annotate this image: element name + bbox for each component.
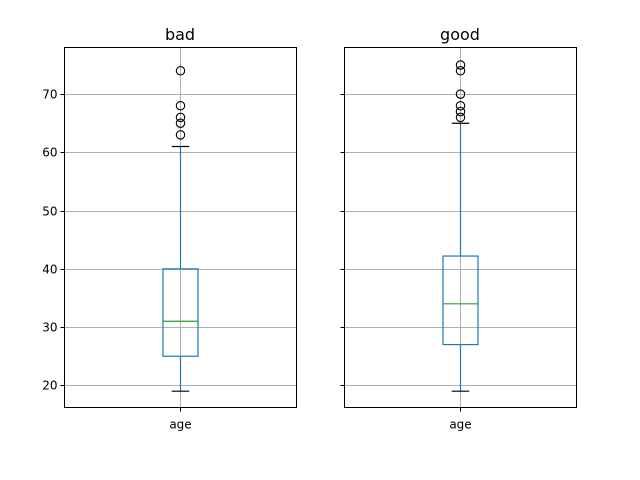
x-tick-label: age	[449, 418, 471, 432]
outlier-point	[455, 66, 466, 76]
outlier-point	[175, 101, 186, 111]
axes-frame	[64, 47, 297, 408]
subplot-title: good	[440, 25, 480, 44]
outlier-point	[175, 112, 186, 123]
subplot-good: age good	[340, 25, 577, 432]
y-tick-label: 40	[42, 263, 57, 277]
box-iqr	[162, 268, 199, 357]
outlier-point	[455, 89, 466, 99]
y-tick-label: 60	[42, 146, 57, 160]
outlier-point	[455, 101, 466, 111]
y-tick-label: 70	[42, 88, 57, 102]
outlier-point	[175, 118, 186, 128]
y-tick-label: 20	[42, 379, 57, 393]
subplot-title: bad	[165, 25, 195, 44]
y-tick-label: 30	[42, 321, 57, 335]
subplot-bad: 20 30 40 50 60 70 age bad	[42, 25, 297, 432]
outlier-point	[455, 112, 466, 123]
axes-frame	[344, 47, 577, 408]
box-iqr	[442, 255, 479, 346]
outlier-point	[455, 106, 466, 117]
outlier-point	[175, 66, 186, 76]
y-tick-label: 50	[42, 205, 57, 219]
x-tick-label: age	[169, 418, 191, 432]
outlier-point	[455, 60, 466, 70]
outlier-point	[175, 130, 186, 140]
